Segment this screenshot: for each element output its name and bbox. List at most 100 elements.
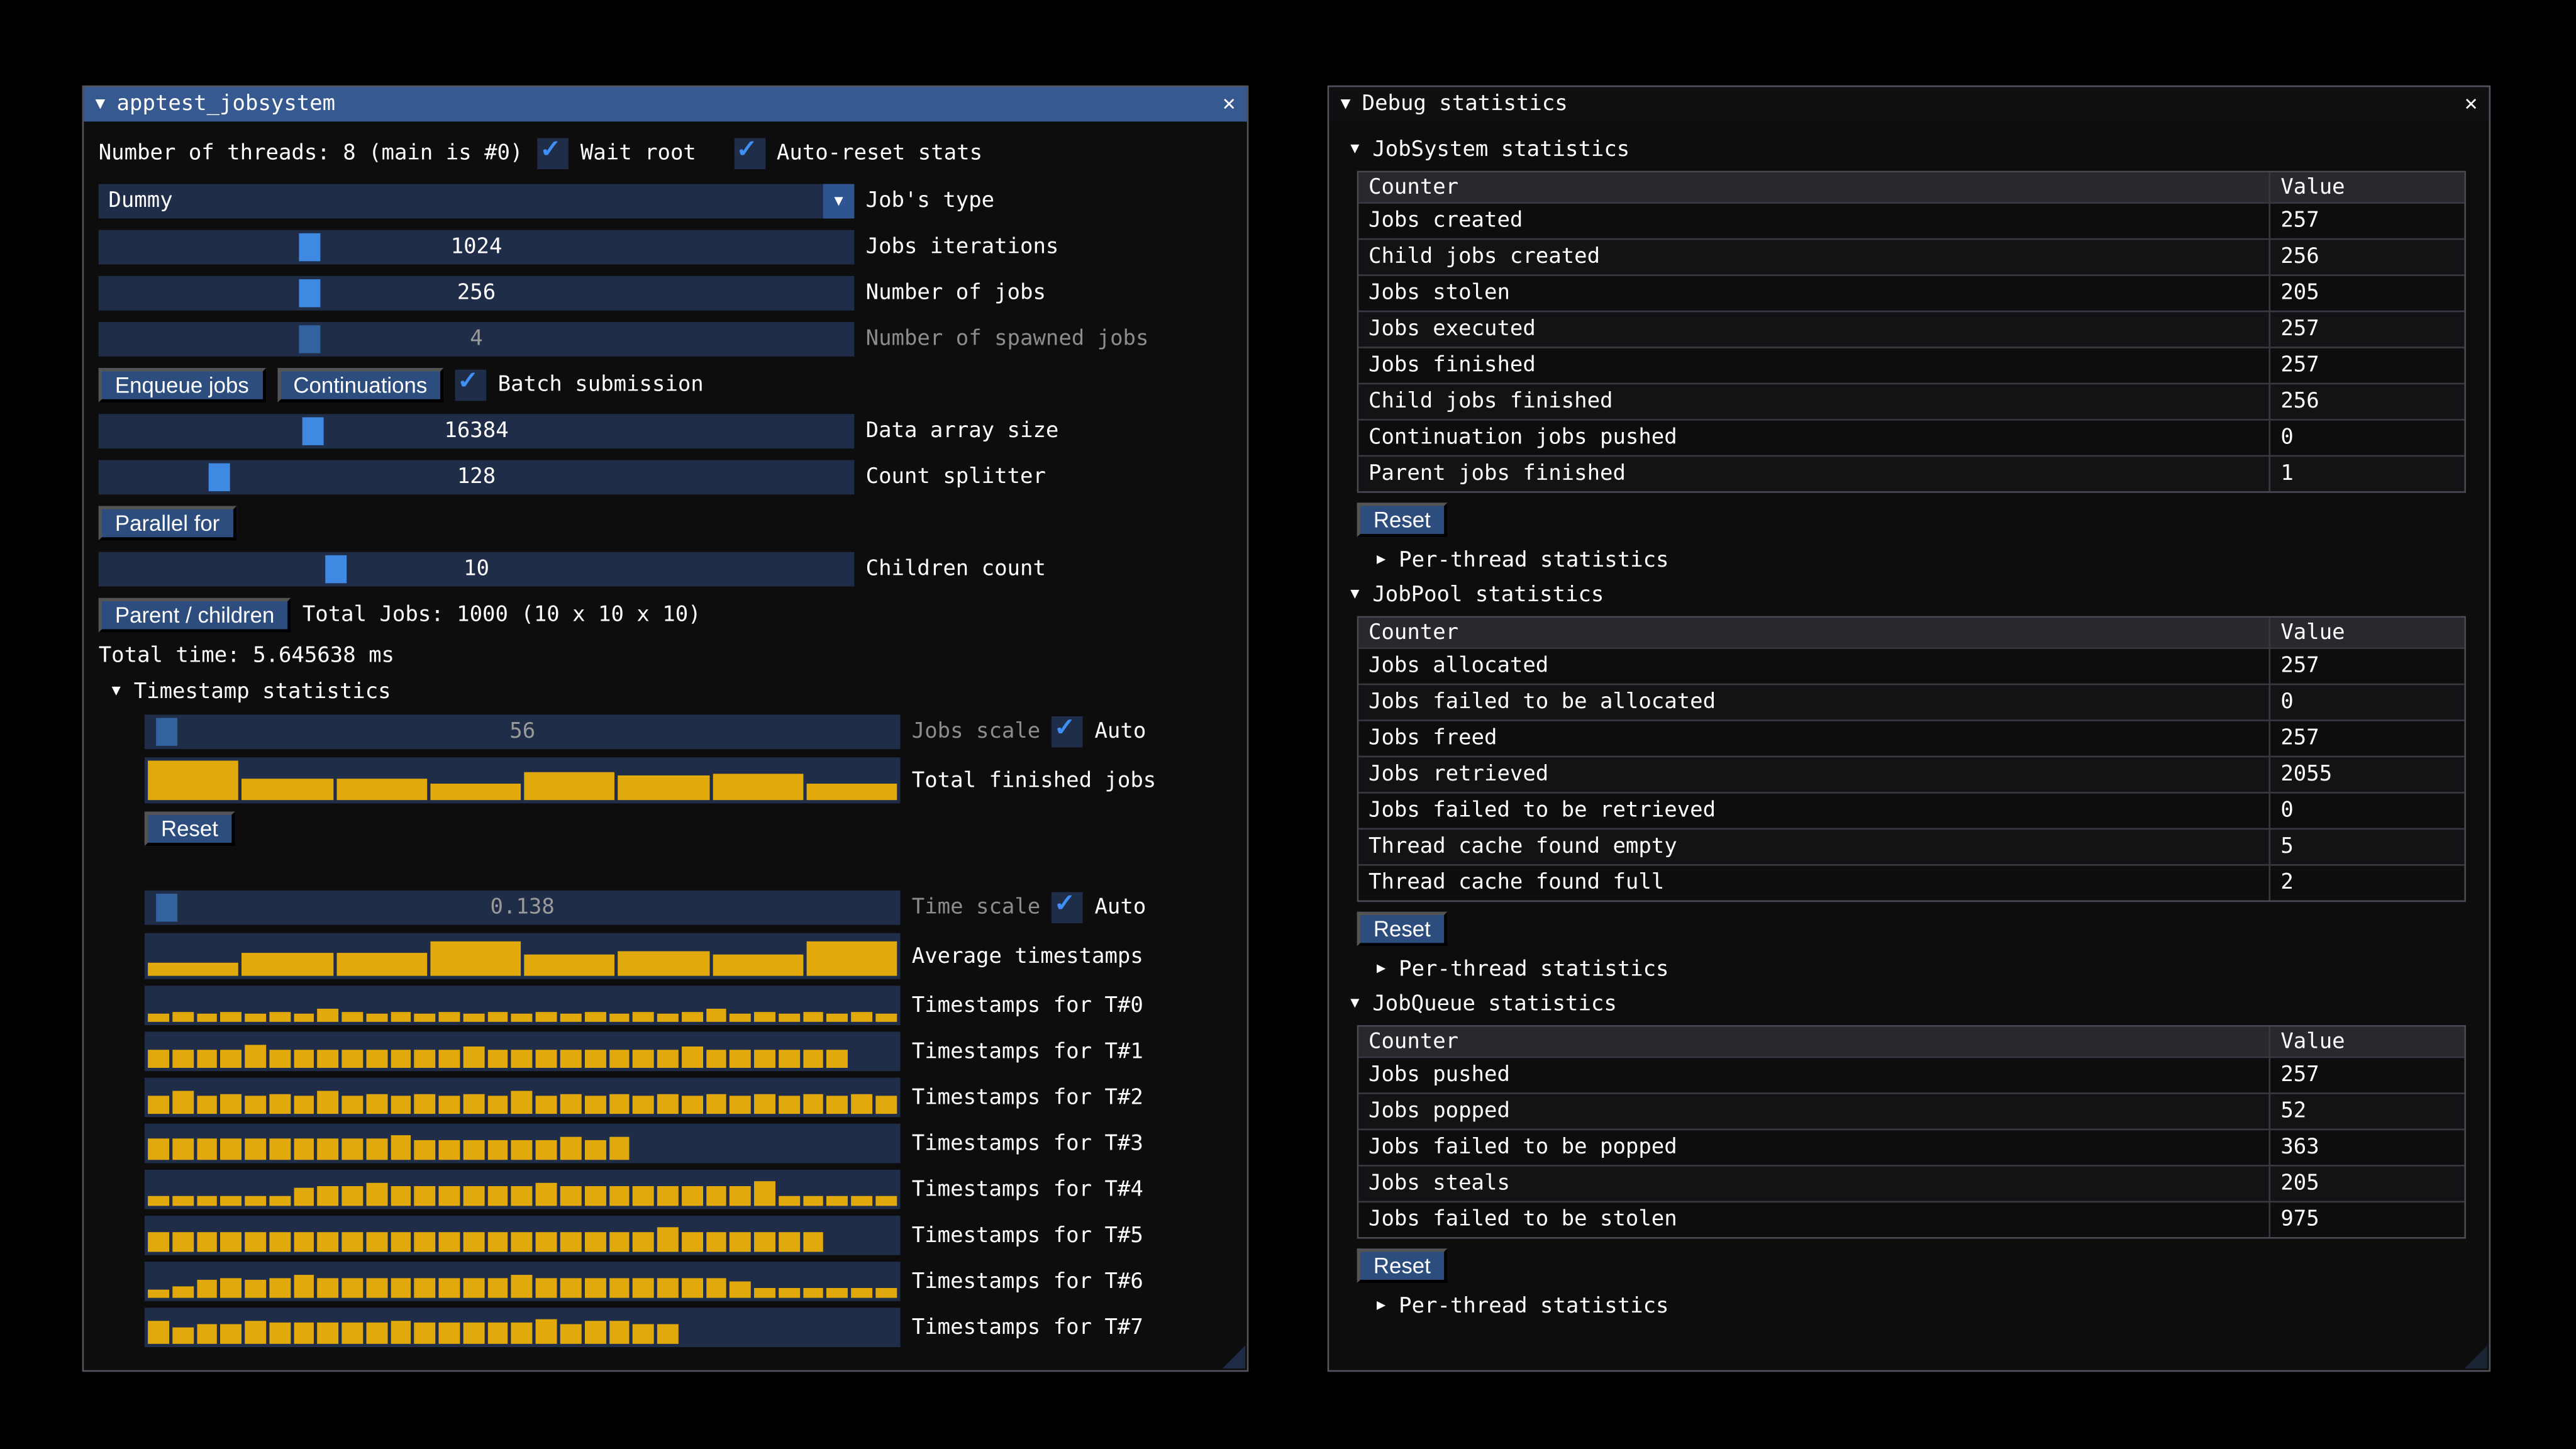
jobs-scale-row: 56 Jobs scale ✓ Auto xyxy=(145,714,1232,749)
left-window-titlebar[interactable]: ▼ apptest_jobsystem ✕ xyxy=(84,87,1246,121)
counter-cell: Thread cache found full xyxy=(1358,866,2270,901)
children-count-slider[interactable]: 10 xyxy=(99,552,855,587)
slider-value: 16384 xyxy=(99,414,855,448)
right-window-titlebar[interactable]: ▼ Debug statistics ✕ xyxy=(1329,87,2489,121)
histogram-bar xyxy=(172,1138,193,1160)
close-icon[interactable]: ✕ xyxy=(1223,94,1235,115)
time-scale-auto-checkbox[interactable]: ✓ xyxy=(1052,892,1084,923)
collapse-icon[interactable]: ▼ xyxy=(1341,96,1351,113)
timestamps-t5-bars xyxy=(148,1219,897,1252)
jobqueue-reset-row: Reset xyxy=(1357,1248,2474,1283)
jobs-scale-auto-label: Auto xyxy=(1094,719,1146,744)
jobsystem-per-thread-tree[interactable]: ▶Per-thread statistics xyxy=(1377,547,2474,575)
slider-value: 56 xyxy=(145,714,901,749)
histogram-bar xyxy=(342,1012,363,1022)
data-array-size-row: 16384Data array size xyxy=(99,414,1232,448)
timestamps-t0-histogram xyxy=(145,985,901,1025)
jobs-scale-label: Jobs scale xyxy=(912,719,1040,744)
timestamps-t2-histogram xyxy=(145,1078,901,1118)
histogram-bar xyxy=(439,1323,460,1344)
histogram-bar xyxy=(712,774,802,800)
table-row: Jobs freed257 xyxy=(1358,719,2464,755)
data-array-size-slider[interactable]: 16384 xyxy=(99,414,855,448)
number-of-jobs-slider[interactable]: 256 xyxy=(99,276,855,311)
histogram-bar xyxy=(439,1050,460,1068)
histogram-bar xyxy=(294,1050,314,1068)
count-splitter-slider[interactable]: 128 xyxy=(99,460,855,494)
histogram-bar xyxy=(524,772,614,800)
continuations-button[interactable]: Continuations xyxy=(277,368,443,402)
table-row: Child jobs finished256 xyxy=(1358,383,2464,419)
counter-cell: Jobs created xyxy=(1358,204,2270,238)
histogram-bar xyxy=(730,1232,751,1252)
histogram-bar xyxy=(391,1012,411,1022)
column-header-counter: Counter xyxy=(1358,172,2270,202)
reset-button[interactable]: Reset xyxy=(145,811,235,846)
value-cell: 256 xyxy=(2271,245,2465,269)
enqueue-jobs-button[interactable]: Enqueue jobs xyxy=(99,368,265,402)
jobsystem-reset-button[interactable]: Reset xyxy=(1357,502,1447,537)
slider-value: 128 xyxy=(99,460,855,494)
resize-grip[interactable] xyxy=(2464,1345,2487,1368)
table-row: Jobs allocated257 xyxy=(1358,647,2464,683)
counter-cell: Jobs pushed xyxy=(1358,1058,2270,1092)
histogram-bar xyxy=(366,1138,387,1160)
table-row: Jobs stolen205 xyxy=(1358,274,2464,310)
jobs-scale-auto-checkbox[interactable]: ✓ xyxy=(1052,716,1084,748)
histogram-bar xyxy=(487,1278,508,1297)
tree-jobpool-statistics[interactable]: ▼JobPool statistics xyxy=(1350,582,2474,609)
jobqueue-per-thread-tree[interactable]: ▶Per-thread statistics xyxy=(1377,1293,2474,1321)
batch-submission-checkbox[interactable]: ✓ xyxy=(455,370,487,401)
check-icon: ✓ xyxy=(458,363,476,397)
jobsystem-per-thread-label: Per-thread statistics xyxy=(1399,548,1668,573)
parallel-for-button[interactable]: Parallel for xyxy=(99,506,236,541)
counter-cell: Jobs finished xyxy=(1358,348,2270,383)
wait-root-checkbox[interactable]: ✓ xyxy=(538,138,569,169)
window-debug-statistics: ▼ Debug statistics ✕ ▼JobSystem statisti… xyxy=(1328,86,2490,1372)
histogram-bar xyxy=(875,1196,896,1206)
histogram-bar xyxy=(464,1014,484,1022)
collapse-icon[interactable]: ▼ xyxy=(96,96,106,113)
counter-cell: Child jobs created xyxy=(1358,240,2270,274)
histogram-bar xyxy=(779,1096,799,1114)
histogram-bar xyxy=(754,1181,775,1206)
histogram-bar xyxy=(269,1012,290,1022)
table-row: Jobs pushed257 xyxy=(1358,1057,2464,1092)
histogram-bar xyxy=(269,1094,290,1114)
collapse-icon: ▼ xyxy=(1350,588,1359,603)
tree-jobqueue-statistics[interactable]: ▼JobQueue statistics xyxy=(1350,991,2474,1018)
histogram-bar xyxy=(536,1319,557,1344)
job-type-combo[interactable]: Dummy ▼ xyxy=(99,184,855,219)
number-of-spawned-jobs-slider[interactable]: 4 xyxy=(99,322,855,357)
histogram-bar xyxy=(221,1232,242,1252)
histogram-bar xyxy=(584,1096,605,1114)
timestamp-statistics-tree[interactable]: ▼ Timestamp statistics xyxy=(112,679,1233,706)
histogram-bar xyxy=(730,1014,751,1022)
close-icon[interactable]: ✕ xyxy=(2465,94,2477,115)
counter-cell: Continuation jobs pushed xyxy=(1358,421,2270,455)
slider-value: 1024 xyxy=(99,230,855,265)
table-row: Jobs failed to be stolen975 xyxy=(1358,1201,2464,1237)
histogram-bar xyxy=(827,1096,848,1114)
jobs-scale-slider[interactable]: 56 xyxy=(145,714,901,749)
value-cell: 975 xyxy=(2271,1208,2465,1232)
time-scale-slider[interactable]: 0.138 xyxy=(145,891,901,925)
tree-jobsystem-statistics[interactable]: ▼JobSystem statistics xyxy=(1350,136,2474,164)
desktop: ▼ apptest_jobsystem ✕ Number of threads:… xyxy=(0,0,2576,1449)
counter-cell: Jobs failed to be allocated xyxy=(1358,685,2270,719)
timestamps-t7-row: Timestamps for T#7 xyxy=(145,1307,1232,1347)
auto-reset-checkbox[interactable]: ✓ xyxy=(734,138,765,169)
parent-children-button[interactable]: Parent / children xyxy=(99,598,291,633)
histogram-bar xyxy=(242,779,333,800)
combo-arrow-button[interactable]: ▼ xyxy=(823,184,855,219)
histogram-bar xyxy=(414,1014,435,1022)
jobpool-reset-button[interactable]: Reset xyxy=(1357,912,1447,947)
jobs-iterations-slider[interactable]: 1024 xyxy=(99,230,855,265)
check-icon: ✓ xyxy=(1055,886,1073,920)
chevron-down-icon: ▼ xyxy=(834,193,843,209)
check-icon: ✓ xyxy=(1055,709,1073,744)
jobpool-per-thread-tree[interactable]: ▶Per-thread statistics xyxy=(1377,956,2474,984)
jobqueue-reset-button[interactable]: Reset xyxy=(1357,1248,1447,1283)
resize-grip[interactable] xyxy=(1223,1345,1246,1368)
right-window-content: ▼JobSystem statisticsCounterValueJobs cr… xyxy=(1329,121,2489,1321)
